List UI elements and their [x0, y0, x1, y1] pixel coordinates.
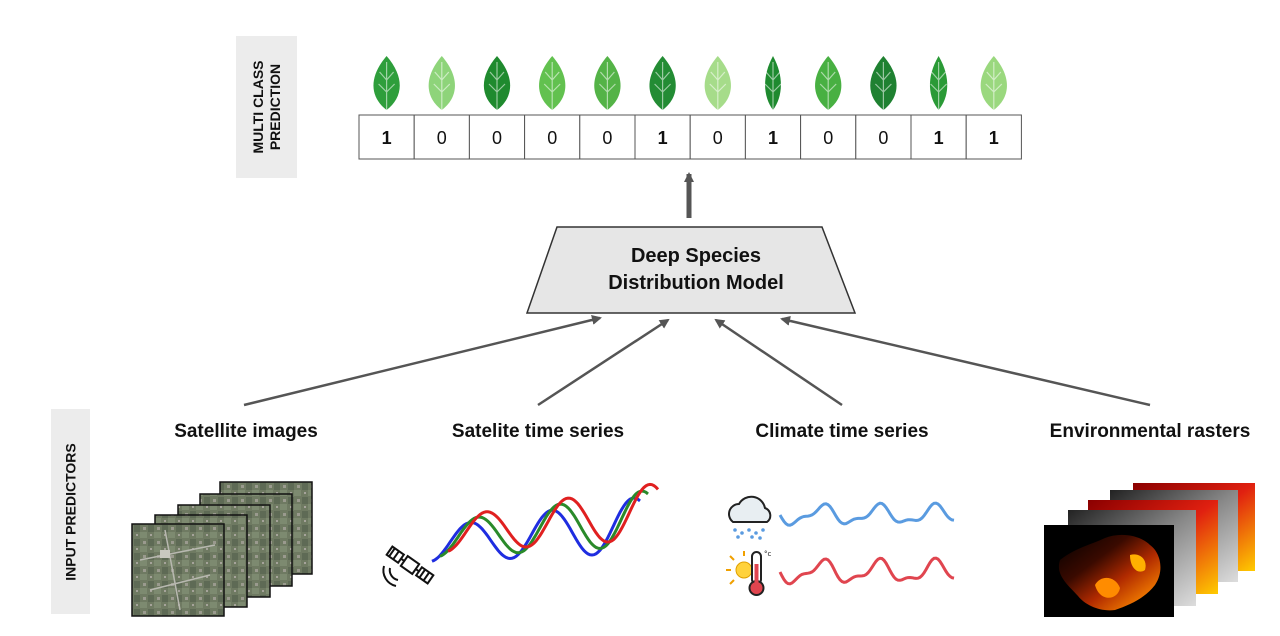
- predictor-label-environmental-rasters: Environmental rasters: [1049, 421, 1251, 442]
- prediction-value: 1: [989, 128, 999, 148]
- rain-cloud-icon: [728, 495, 772, 540]
- rainfall-series-line: [778, 501, 955, 527]
- prediction-value: 0: [547, 128, 557, 148]
- predictor-label-satellite-time-series: Satelite time series: [451, 421, 625, 442]
- input-arrow-environmental-rasters: [780, 315, 1151, 407]
- model-box: [525, 226, 857, 314]
- prediction-cell: [689, 114, 746, 160]
- predictor-label-climate-time-series: Climate time series: [755, 421, 929, 442]
- input-predictors-label: INPUT PREDICTORS: [51, 409, 90, 614]
- input-arrow-satellite-images: [243, 315, 602, 407]
- leaf-icon: [764, 56, 782, 112]
- environmental-raster-stack: [1044, 483, 1255, 617]
- satellite-time-series-chart: [431, 482, 660, 563]
- prediction-value: 0: [713, 128, 723, 148]
- prediction-cell: [413, 114, 470, 160]
- leaf-icon: [539, 56, 566, 112]
- leaf-icon: [980, 56, 1007, 112]
- leaf-icon: [870, 56, 897, 112]
- prediction-value: 1: [658, 128, 668, 148]
- input-arrow-satellite-time-series: [537, 318, 670, 407]
- multi-class-prediction-vector: 1 0 0 0 0 1 0 1 0 0 1 1: [358, 114, 1022, 160]
- leaf-icon: [373, 56, 400, 112]
- satellite-signal-icon: [382, 565, 399, 587]
- prediction-value: 1: [934, 128, 944, 148]
- model-title: Deep Species Distribution Model: [540, 243, 852, 297]
- prediction-cell: [358, 114, 415, 160]
- prediction-cell: [965, 114, 1022, 160]
- prediction-cell: [744, 114, 802, 160]
- leaf-icon: [815, 56, 842, 112]
- predictor-label-satellite-images: Satellite images: [174, 421, 318, 442]
- label-line-1: MULTI CLASS: [249, 60, 266, 154]
- prediction-cell: [579, 114, 636, 160]
- prediction-value: 0: [878, 128, 888, 148]
- leaf-icon: [594, 56, 621, 112]
- svg-text:°c: °c: [764, 550, 772, 558]
- prediction-cell: [468, 114, 526, 160]
- leaf-icon: [428, 56, 455, 112]
- model-title-line-1: Deep Species: [630, 245, 762, 267]
- species-leaf-icons: [373, 56, 1007, 112]
- input-predictors-text: INPUT PREDICTORS: [62, 442, 78, 581]
- leaf-icon: [704, 56, 731, 112]
- prediction-value: 0: [492, 128, 502, 148]
- prediction-value: 1: [382, 128, 392, 148]
- prediction-cell: [855, 114, 912, 160]
- leaf-icon: [649, 56, 676, 112]
- label-line-2: PREDICTION: [266, 63, 283, 151]
- prediction-value: 1: [768, 128, 778, 148]
- input-arrow-climate-time-series: [714, 318, 843, 407]
- temperature-series-line: [778, 556, 955, 586]
- prediction-value: 0: [602, 128, 612, 148]
- prediction-value: 0: [437, 128, 447, 148]
- prediction-cell: [634, 114, 691, 160]
- multi-class-prediction-label: MULTI CLASS PREDICTION: [236, 36, 297, 178]
- prediction-cell: [800, 114, 857, 160]
- thermometer-sun-icon: °c: [726, 550, 772, 596]
- model-title-line-2: Distribution Model: [608, 272, 784, 294]
- prediction-value: 0: [823, 128, 833, 148]
- leaf-icon: [929, 56, 948, 112]
- satellite-image-stack: [131, 481, 313, 617]
- satellite-icon: [385, 545, 435, 585]
- leaf-icon: [483, 56, 511, 112]
